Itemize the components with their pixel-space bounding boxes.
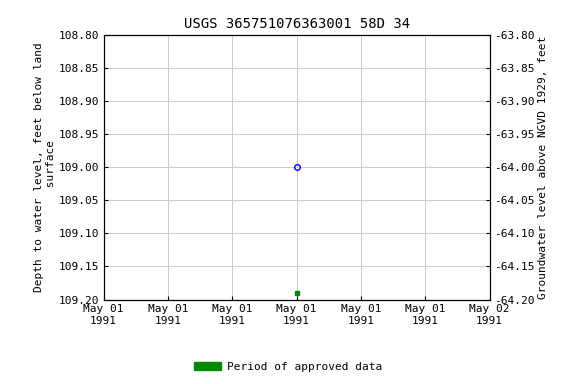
Title: USGS 365751076363001 58D 34: USGS 365751076363001 58D 34 <box>184 17 410 31</box>
Legend: Period of approved data: Period of approved data <box>190 358 386 377</box>
Y-axis label: Depth to water level, feet below land
 surface: Depth to water level, feet below land su… <box>34 42 55 292</box>
Y-axis label: Groundwater level above NGVD 1929, feet: Groundwater level above NGVD 1929, feet <box>538 35 548 299</box>
